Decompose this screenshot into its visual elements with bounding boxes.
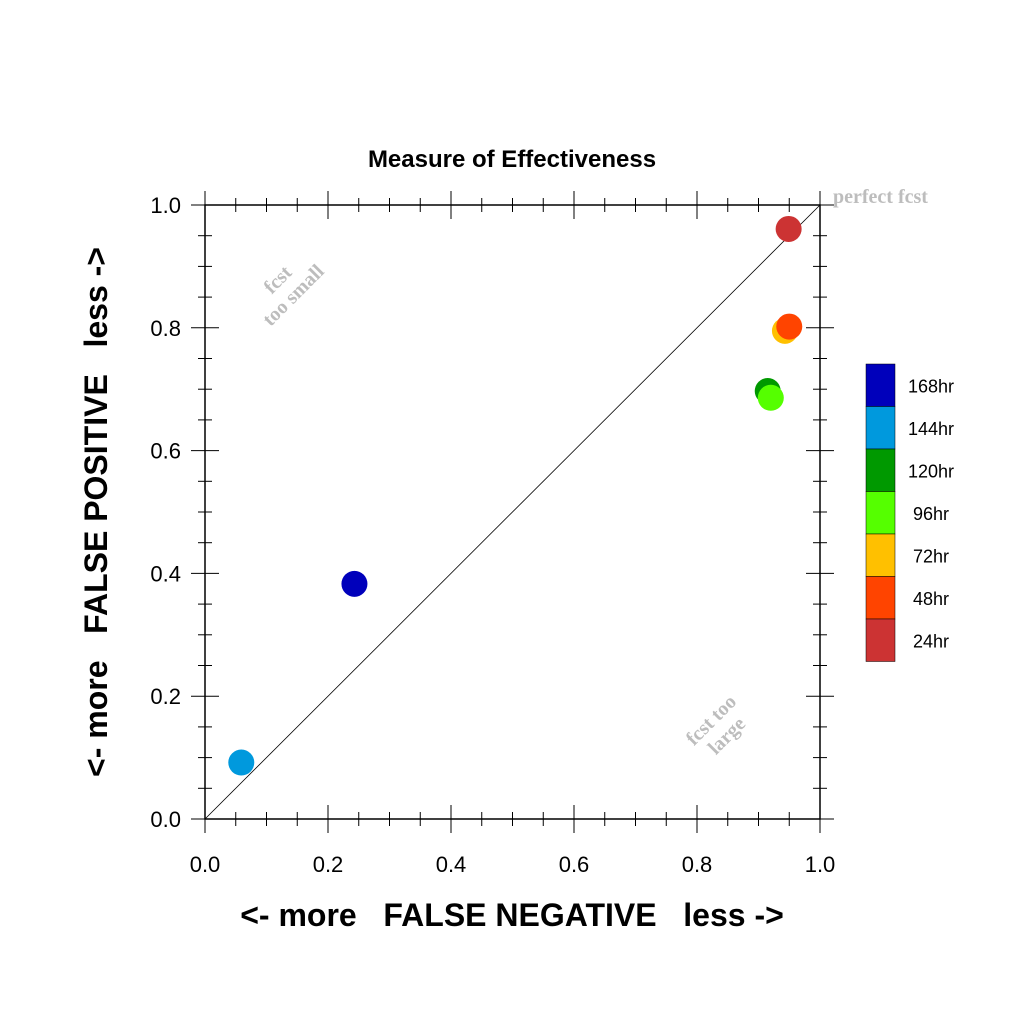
legend-label-144hr: 144hr	[908, 419, 954, 439]
y-tick-label: 0.6	[150, 439, 181, 464]
data-points	[228, 215, 803, 776]
legend-swatch-24hr	[865, 618, 896, 662]
y-tick-label: 0.4	[150, 561, 181, 586]
legend-label-24hr: 24hr	[913, 631, 949, 651]
too-small-line-2: too small	[258, 260, 328, 330]
legend-label-96hr: 96hr	[913, 504, 949, 524]
x-tick-label: 0.0	[190, 852, 221, 877]
x-tick-label: 1.0	[805, 852, 836, 877]
legend: 168hr 144hr 120hr 96hr 72hr 48hr 24hr	[865, 363, 954, 662]
legend-swatch-48hr	[865, 576, 896, 620]
data-point-168hr	[341, 570, 368, 597]
x-tick-label: 0.4	[436, 852, 467, 877]
data-point-48hr	[776, 313, 803, 340]
data-point-96hr	[757, 384, 784, 411]
legend-label-120hr: 120hr	[908, 461, 954, 481]
legend-swatch-120hr	[865, 448, 896, 492]
legend-label-168hr: 168hr	[908, 376, 954, 396]
too-small-annotation: fcst too small	[258, 260, 328, 330]
data-point-24hr	[775, 215, 802, 242]
y-tick-label: 0.8	[150, 316, 181, 341]
too-large-annotation: fcst too large	[682, 691, 750, 759]
legend-swatch-72hr	[865, 533, 896, 577]
y-axis-label: <- more FALSE POSITIVE less ->	[78, 247, 114, 777]
y-tick-label: 0.0	[150, 807, 181, 832]
y-tick-label: 0.2	[150, 684, 181, 709]
chart-title: Measure of Effectiveness	[368, 146, 656, 173]
y-tick-label: 1.0	[150, 193, 181, 218]
legend-swatch-144hr	[865, 406, 896, 450]
legend-label-72hr: 72hr	[913, 546, 949, 566]
x-tick-label: 0.2	[313, 852, 344, 877]
y-tick-labels: 0.0 0.2 0.4 0.6 0.8 1.0	[150, 193, 181, 832]
x-tick-labels: 0.0 0.2 0.4 0.6 0.8 1.0	[190, 852, 836, 877]
perfect-fcst-annotation: perfect fcst	[833, 186, 928, 208]
x-tick-label: 0.8	[682, 852, 713, 877]
axis-ticks	[191, 191, 834, 833]
legend-swatch-168hr	[865, 363, 896, 407]
legend-swatch-96hr	[865, 491, 896, 535]
legend-label-48hr: 48hr	[913, 589, 949, 609]
perfect-diagonal	[204, 204, 821, 820]
x-axis-label: <- more FALSE NEGATIVE less ->	[240, 897, 784, 933]
x-tick-label: 0.6	[559, 852, 590, 877]
data-point-144hr	[228, 749, 255, 776]
